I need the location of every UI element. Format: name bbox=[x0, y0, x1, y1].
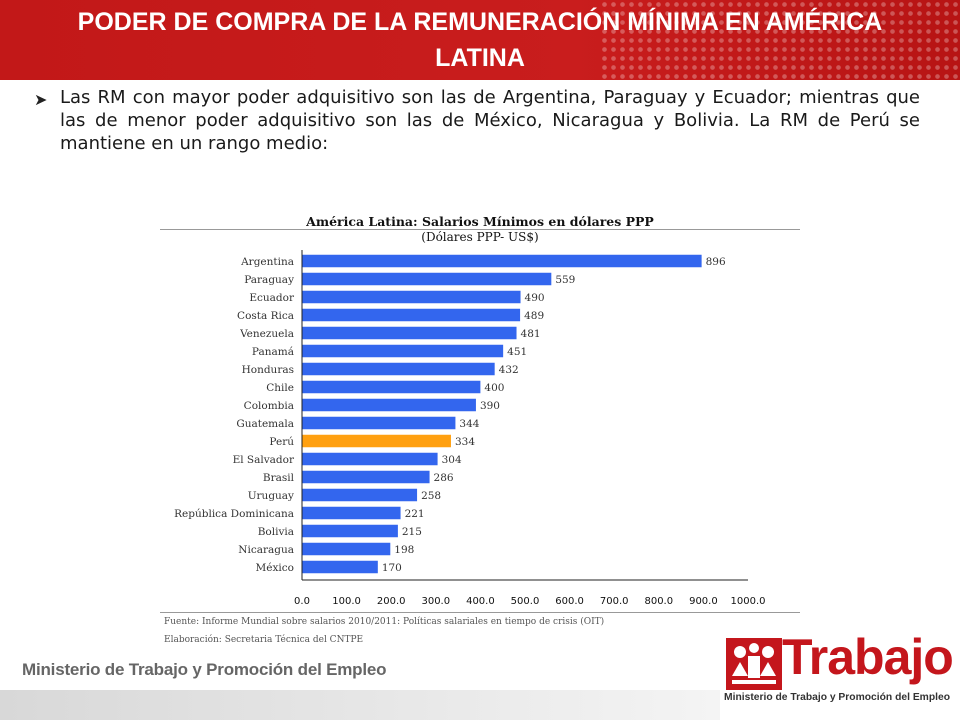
data-label: 344 bbox=[459, 418, 479, 430]
data-label: 451 bbox=[507, 346, 527, 358]
chart-source: Fuente: Informe Mundial sobre salarios 2… bbox=[164, 617, 605, 627]
bar bbox=[302, 380, 481, 394]
bar bbox=[302, 434, 451, 448]
category-label: Perú bbox=[269, 436, 294, 448]
data-label: 286 bbox=[434, 472, 454, 484]
data-label: 170 bbox=[382, 562, 402, 574]
category-label: Nicaragua bbox=[238, 544, 294, 556]
category-label: Guatemala bbox=[236, 418, 294, 430]
data-label: 258 bbox=[421, 490, 441, 502]
data-label: 896 bbox=[706, 256, 726, 268]
x-tick-label: 1000.0 bbox=[731, 596, 766, 604]
bar bbox=[302, 506, 401, 520]
data-label: 198 bbox=[394, 544, 414, 556]
header-bar: PODER DE COMPRA DE LA REMUNERACIÓN MÍNIM… bbox=[0, 0, 960, 80]
category-label: Ecuador bbox=[249, 292, 295, 304]
chart-subtitle: (Dólares PPP- US$) bbox=[421, 230, 539, 244]
x-tick-label: 900.0 bbox=[689, 596, 718, 604]
category-label: Colombia bbox=[244, 400, 294, 412]
category-label: México bbox=[256, 562, 294, 574]
x-tick-label: 300.0 bbox=[421, 596, 450, 604]
bar bbox=[302, 560, 378, 574]
data-label: 489 bbox=[524, 310, 544, 322]
logo-wordmark: Trabajo bbox=[782, 629, 954, 685]
bar bbox=[302, 542, 391, 556]
category-label: Uruguay bbox=[248, 490, 294, 502]
bar bbox=[302, 290, 521, 304]
bullet-paragraph: ➤ Las RM con mayor poder adquisitivo son… bbox=[34, 86, 920, 155]
bullet-text: Las RM con mayor poder adquisitivo son l… bbox=[60, 87, 920, 154]
category-label: Chile bbox=[266, 382, 294, 394]
header-dot-pattern bbox=[600, 0, 960, 80]
chart-bottom-divider bbox=[160, 612, 800, 613]
chart-title-underline bbox=[160, 229, 800, 230]
bar bbox=[302, 272, 552, 286]
chart-elaboration: Elaboración: Secretaria Técnica del CNTP… bbox=[164, 635, 364, 645]
category-label: Bolivia bbox=[258, 526, 294, 538]
x-tick-label: 700.0 bbox=[600, 596, 629, 604]
bar bbox=[302, 470, 430, 484]
category-label: Paraguay bbox=[244, 274, 294, 286]
category-label: Panamá bbox=[252, 346, 294, 358]
bar bbox=[302, 416, 456, 430]
data-label: 334 bbox=[455, 436, 475, 448]
bar bbox=[302, 524, 398, 538]
bottom-band bbox=[0, 690, 720, 720]
data-label: 215 bbox=[402, 526, 422, 538]
arrow-bullet-icon: ➤ bbox=[34, 90, 48, 109]
data-label: 304 bbox=[442, 454, 462, 466]
x-tick-label: 500.0 bbox=[511, 596, 540, 604]
data-label: 559 bbox=[555, 274, 575, 286]
data-label: 221 bbox=[405, 508, 425, 520]
category-label: El Salvador bbox=[233, 454, 295, 466]
x-tick-label: 600.0 bbox=[555, 596, 584, 604]
bar bbox=[302, 308, 521, 322]
category-label: Brasil bbox=[263, 472, 295, 484]
bar bbox=[302, 362, 495, 376]
page-title: PODER DE COMPRA DE LA REMUNERACIÓN MÍNIM… bbox=[77, 8, 883, 72]
bar bbox=[302, 254, 702, 268]
bar bbox=[302, 398, 476, 412]
category-label: Argentina bbox=[240, 256, 294, 268]
category-label: Honduras bbox=[242, 364, 294, 376]
category-label: Venezuela bbox=[239, 328, 294, 340]
data-label: 400 bbox=[484, 382, 504, 394]
data-label: 490 bbox=[525, 292, 545, 304]
people-logo-icon bbox=[726, 638, 782, 690]
x-tick-label: 100.0 bbox=[332, 596, 361, 604]
data-label: 481 bbox=[521, 328, 541, 340]
x-tick-label: 200.0 bbox=[377, 596, 406, 604]
logo-subtitle: Ministerio de Trabajo y Promoción del Em… bbox=[724, 692, 951, 703]
bar bbox=[302, 488, 418, 502]
data-label: 390 bbox=[480, 400, 500, 412]
x-tick-label: 400.0 bbox=[466, 596, 495, 604]
bar bbox=[302, 452, 438, 466]
x-tick-label: 800.0 bbox=[644, 596, 673, 604]
bar-chart: Argentina 896 Paraguay 559 Ecuador 490 Costa R… bbox=[174, 250, 766, 604]
ministry-name: Ministerio de Trabajo y Promoción del Em… bbox=[22, 660, 387, 679]
category-label: República Dominicana bbox=[174, 508, 294, 520]
bar bbox=[302, 344, 504, 358]
data-label: 432 bbox=[499, 364, 519, 376]
chart-title: América Latina: Salarios Mínimos en dóla… bbox=[306, 214, 654, 229]
category-label: Costa Rica bbox=[237, 310, 294, 322]
trabajo-logo: Trabajo Ministerio de Trabajo y Promoció… bbox=[720, 629, 954, 708]
bar bbox=[302, 326, 517, 340]
x-tick-label: 0.0 bbox=[294, 596, 310, 604]
